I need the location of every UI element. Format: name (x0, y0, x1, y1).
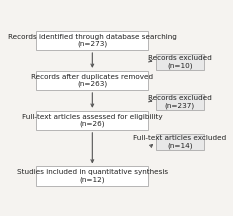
FancyBboxPatch shape (36, 167, 148, 186)
FancyBboxPatch shape (156, 134, 204, 150)
Text: Records excluded
(n=10): Records excluded (n=10) (148, 55, 212, 69)
Text: Full-text articles assessed for eligibility
(n=26): Full-text articles assessed for eligibil… (22, 114, 163, 127)
FancyBboxPatch shape (156, 54, 204, 70)
Text: Studies included in quantitative synthesis
(n=12): Studies included in quantitative synthes… (17, 169, 168, 183)
Text: Full-text articles excluded
(n=14): Full-text articles excluded (n=14) (133, 135, 226, 149)
Text: Records excluded
(n=237): Records excluded (n=237) (148, 95, 212, 109)
Text: Records after duplicates removed
(n=263): Records after duplicates removed (n=263) (31, 74, 153, 87)
FancyBboxPatch shape (36, 111, 148, 130)
FancyBboxPatch shape (36, 31, 148, 50)
FancyBboxPatch shape (156, 94, 204, 110)
Text: Records identified through database searching
(n=273): Records identified through database sear… (8, 34, 177, 47)
FancyBboxPatch shape (36, 71, 148, 90)
